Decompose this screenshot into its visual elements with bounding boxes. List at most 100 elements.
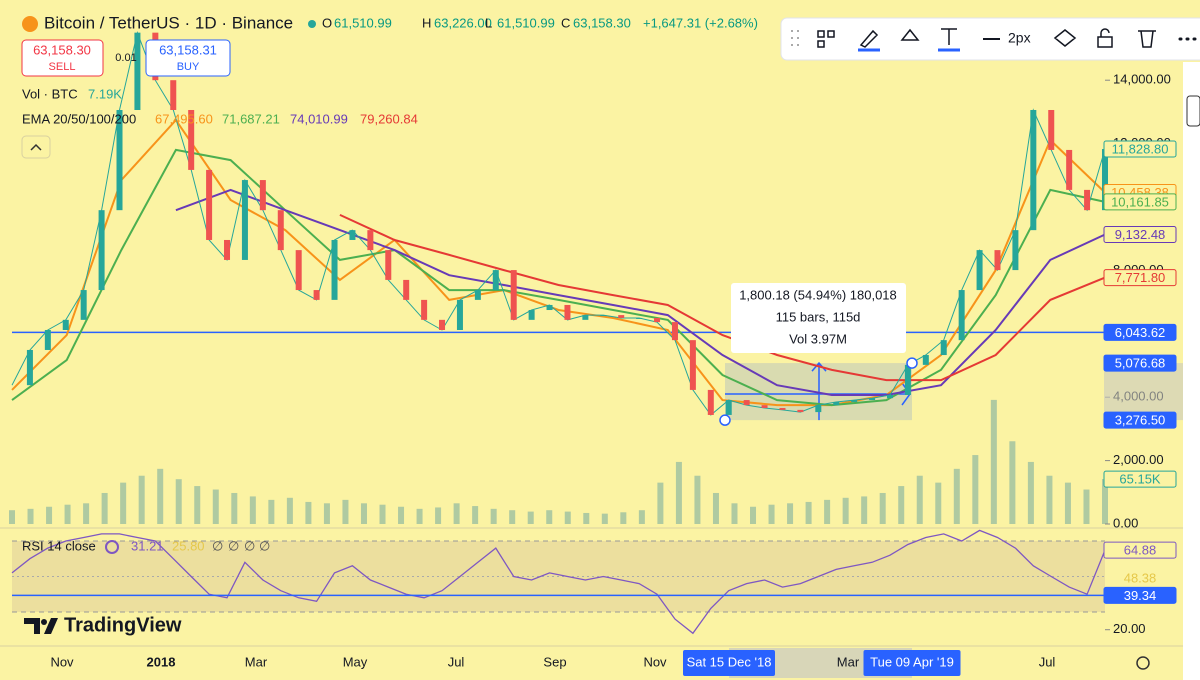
sell-label: SELL [49,61,76,73]
volume-bar [509,510,516,524]
ohlc-label: C [561,15,570,30]
volume-bar [898,486,905,524]
candle-body [833,401,840,406]
rsi-hline-label-box [1103,586,1177,604]
volume-bar [9,510,15,524]
time-highlight-box [683,650,775,676]
candle-body [331,239,338,300]
volume-bar [194,486,201,524]
ema-last-label: 10,161.85 [1111,194,1169,209]
ohlc-value: 63,158.30 [573,15,631,30]
hline-label: 6,043.62 [1115,325,1166,340]
toolbar-icons[interactable] [817,28,1156,48]
volume-bar [620,512,627,524]
candle-body [582,315,589,320]
volume-bar [379,504,386,524]
volume-bar [472,506,479,524]
time-highlight: Tue 09 Apr '19 [870,654,954,669]
volume-bar [120,482,127,524]
candle-body [976,250,983,291]
candle-body [528,310,535,320]
candle-body [958,290,965,341]
candle-body [654,317,661,323]
candle-body [904,364,911,395]
y-tick-label: 14,000.00 [1113,72,1171,87]
volume-bar [935,482,942,524]
volume-bar [731,503,738,524]
measure-to-label: 5,076.68 [1115,356,1166,371]
candle-body [815,405,822,413]
time-label: Mar [837,654,860,669]
change: +1,647.31 (+2.68%) [643,15,758,30]
ema-last-label-box [1103,193,1177,211]
rsi-ma-label: 48.38 [1124,570,1157,585]
volume-bar [398,506,405,524]
right-strip-button[interactable] [1186,95,1200,127]
quantity: 0.01 [115,52,136,64]
candle-body [80,290,87,320]
coin-icon [22,16,38,32]
price-last-label: 11,828.80 [1112,141,1169,156]
measure-from-label: 3,276.50 [1115,413,1166,428]
buy-label: BUY [177,61,200,73]
measure-point [719,414,731,426]
candle-body [313,290,320,300]
chart-title: Bitcoin / TetherUS · 1D · Binance [44,13,293,32]
ema-legend-value: 79,260.84 [360,111,418,126]
candle-body [851,400,858,402]
time-highlight-box [863,650,961,676]
candle-body [116,109,123,211]
candle-body [618,315,625,318]
volume-bar [601,513,608,524]
rsi-legend-value: ∅ [228,538,239,553]
rsi-line [11,529,1106,635]
volume-legend: Vol · BTC [22,86,78,101]
candle-body [474,290,481,300]
volume-bar [824,499,831,524]
ohlc-value: 61,510.99 [497,15,555,30]
settings-icon[interactable] [1136,656,1150,670]
volume-bar [175,479,182,524]
volume-bar [249,496,256,524]
volume-bar [138,475,145,524]
candle-body [170,80,177,110]
candle-body [62,319,69,330]
volume-bar [286,497,293,524]
candle-body [385,250,392,280]
sell-price: 63,158.30 [33,42,91,57]
volume-bar [435,507,442,524]
collapse-button[interactable] [21,135,51,159]
logo-icon [24,618,58,634]
sell-button[interactable] [21,39,104,77]
volume-bar [360,503,367,524]
rsi-legend-value: ∅ [212,538,223,553]
candle-body [349,230,356,240]
volume-bar [101,492,108,524]
hline-label-box [1103,323,1177,341]
volume-bar [879,492,886,524]
volume-bar [1064,482,1071,524]
time-highlight: Sat 15 Dec '18 [687,654,772,669]
candle-body [224,239,231,260]
ohlc-label: L [485,15,492,30]
candle-body [456,299,463,330]
toolbar-grip [791,30,799,46]
candle-body [492,270,499,291]
time-label: Nov [643,654,667,669]
candle-body [1048,109,1055,150]
candle-body [564,304,571,320]
right-strip [1183,62,1200,680]
time-label: Sep [543,654,566,669]
candle-body [725,400,732,415]
time-label: May [343,654,368,669]
time-label: Mar [245,654,268,669]
measure-label: Vol 3.97M [789,331,847,346]
buy-button[interactable] [145,39,231,77]
volume-bar [157,468,164,524]
volume-bar [1027,461,1034,524]
measure-label-box [731,283,906,353]
rsi-icon [105,540,119,554]
volume-bar [861,496,868,524]
ema-last-label: 9,132.48 [1115,227,1166,242]
ema-legend-value: 67,495.60 [155,111,213,126]
